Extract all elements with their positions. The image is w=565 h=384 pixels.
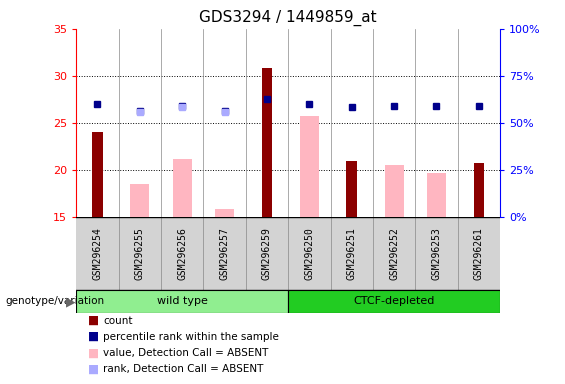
Text: ■: ■ bbox=[88, 346, 99, 359]
Text: GSM296250: GSM296250 bbox=[305, 227, 314, 280]
Bar bbox=[131, 184, 149, 217]
Text: GSM296259: GSM296259 bbox=[262, 227, 272, 280]
Text: ▶: ▶ bbox=[66, 295, 76, 308]
Bar bbox=[215, 209, 234, 217]
Bar bbox=[385, 165, 403, 217]
Text: GSM296252: GSM296252 bbox=[389, 227, 399, 280]
Text: ■: ■ bbox=[88, 314, 99, 327]
Text: wild type: wild type bbox=[157, 296, 208, 306]
Bar bbox=[300, 116, 319, 217]
Bar bbox=[262, 68, 272, 217]
Bar bbox=[427, 173, 446, 217]
Text: GSM296256: GSM296256 bbox=[177, 227, 187, 280]
Text: rank, Detection Call = ABSENT: rank, Detection Call = ABSENT bbox=[103, 364, 264, 374]
Text: percentile rank within the sample: percentile rank within the sample bbox=[103, 332, 279, 342]
Text: GSM296257: GSM296257 bbox=[220, 227, 229, 280]
Bar bbox=[473, 163, 484, 217]
Bar bbox=[76, 290, 288, 313]
Text: GSM296251: GSM296251 bbox=[347, 227, 357, 280]
Bar bbox=[92, 132, 103, 217]
Bar bbox=[76, 217, 500, 290]
Text: count: count bbox=[103, 316, 133, 326]
Text: genotype/variation: genotype/variation bbox=[6, 296, 105, 306]
Text: GSM296254: GSM296254 bbox=[93, 227, 102, 280]
Text: CTCF-depleted: CTCF-depleted bbox=[353, 296, 435, 306]
Text: GSM296253: GSM296253 bbox=[432, 227, 441, 280]
Text: ■: ■ bbox=[88, 330, 99, 343]
Text: GSM296261: GSM296261 bbox=[474, 227, 484, 280]
Text: value, Detection Call = ABSENT: value, Detection Call = ABSENT bbox=[103, 348, 269, 358]
Bar bbox=[346, 161, 357, 217]
Text: GSM296255: GSM296255 bbox=[135, 227, 145, 280]
Text: ■: ■ bbox=[88, 362, 99, 376]
Bar bbox=[173, 159, 192, 217]
Bar bbox=[288, 290, 500, 313]
Title: GDS3294 / 1449859_at: GDS3294 / 1449859_at bbox=[199, 10, 377, 26]
